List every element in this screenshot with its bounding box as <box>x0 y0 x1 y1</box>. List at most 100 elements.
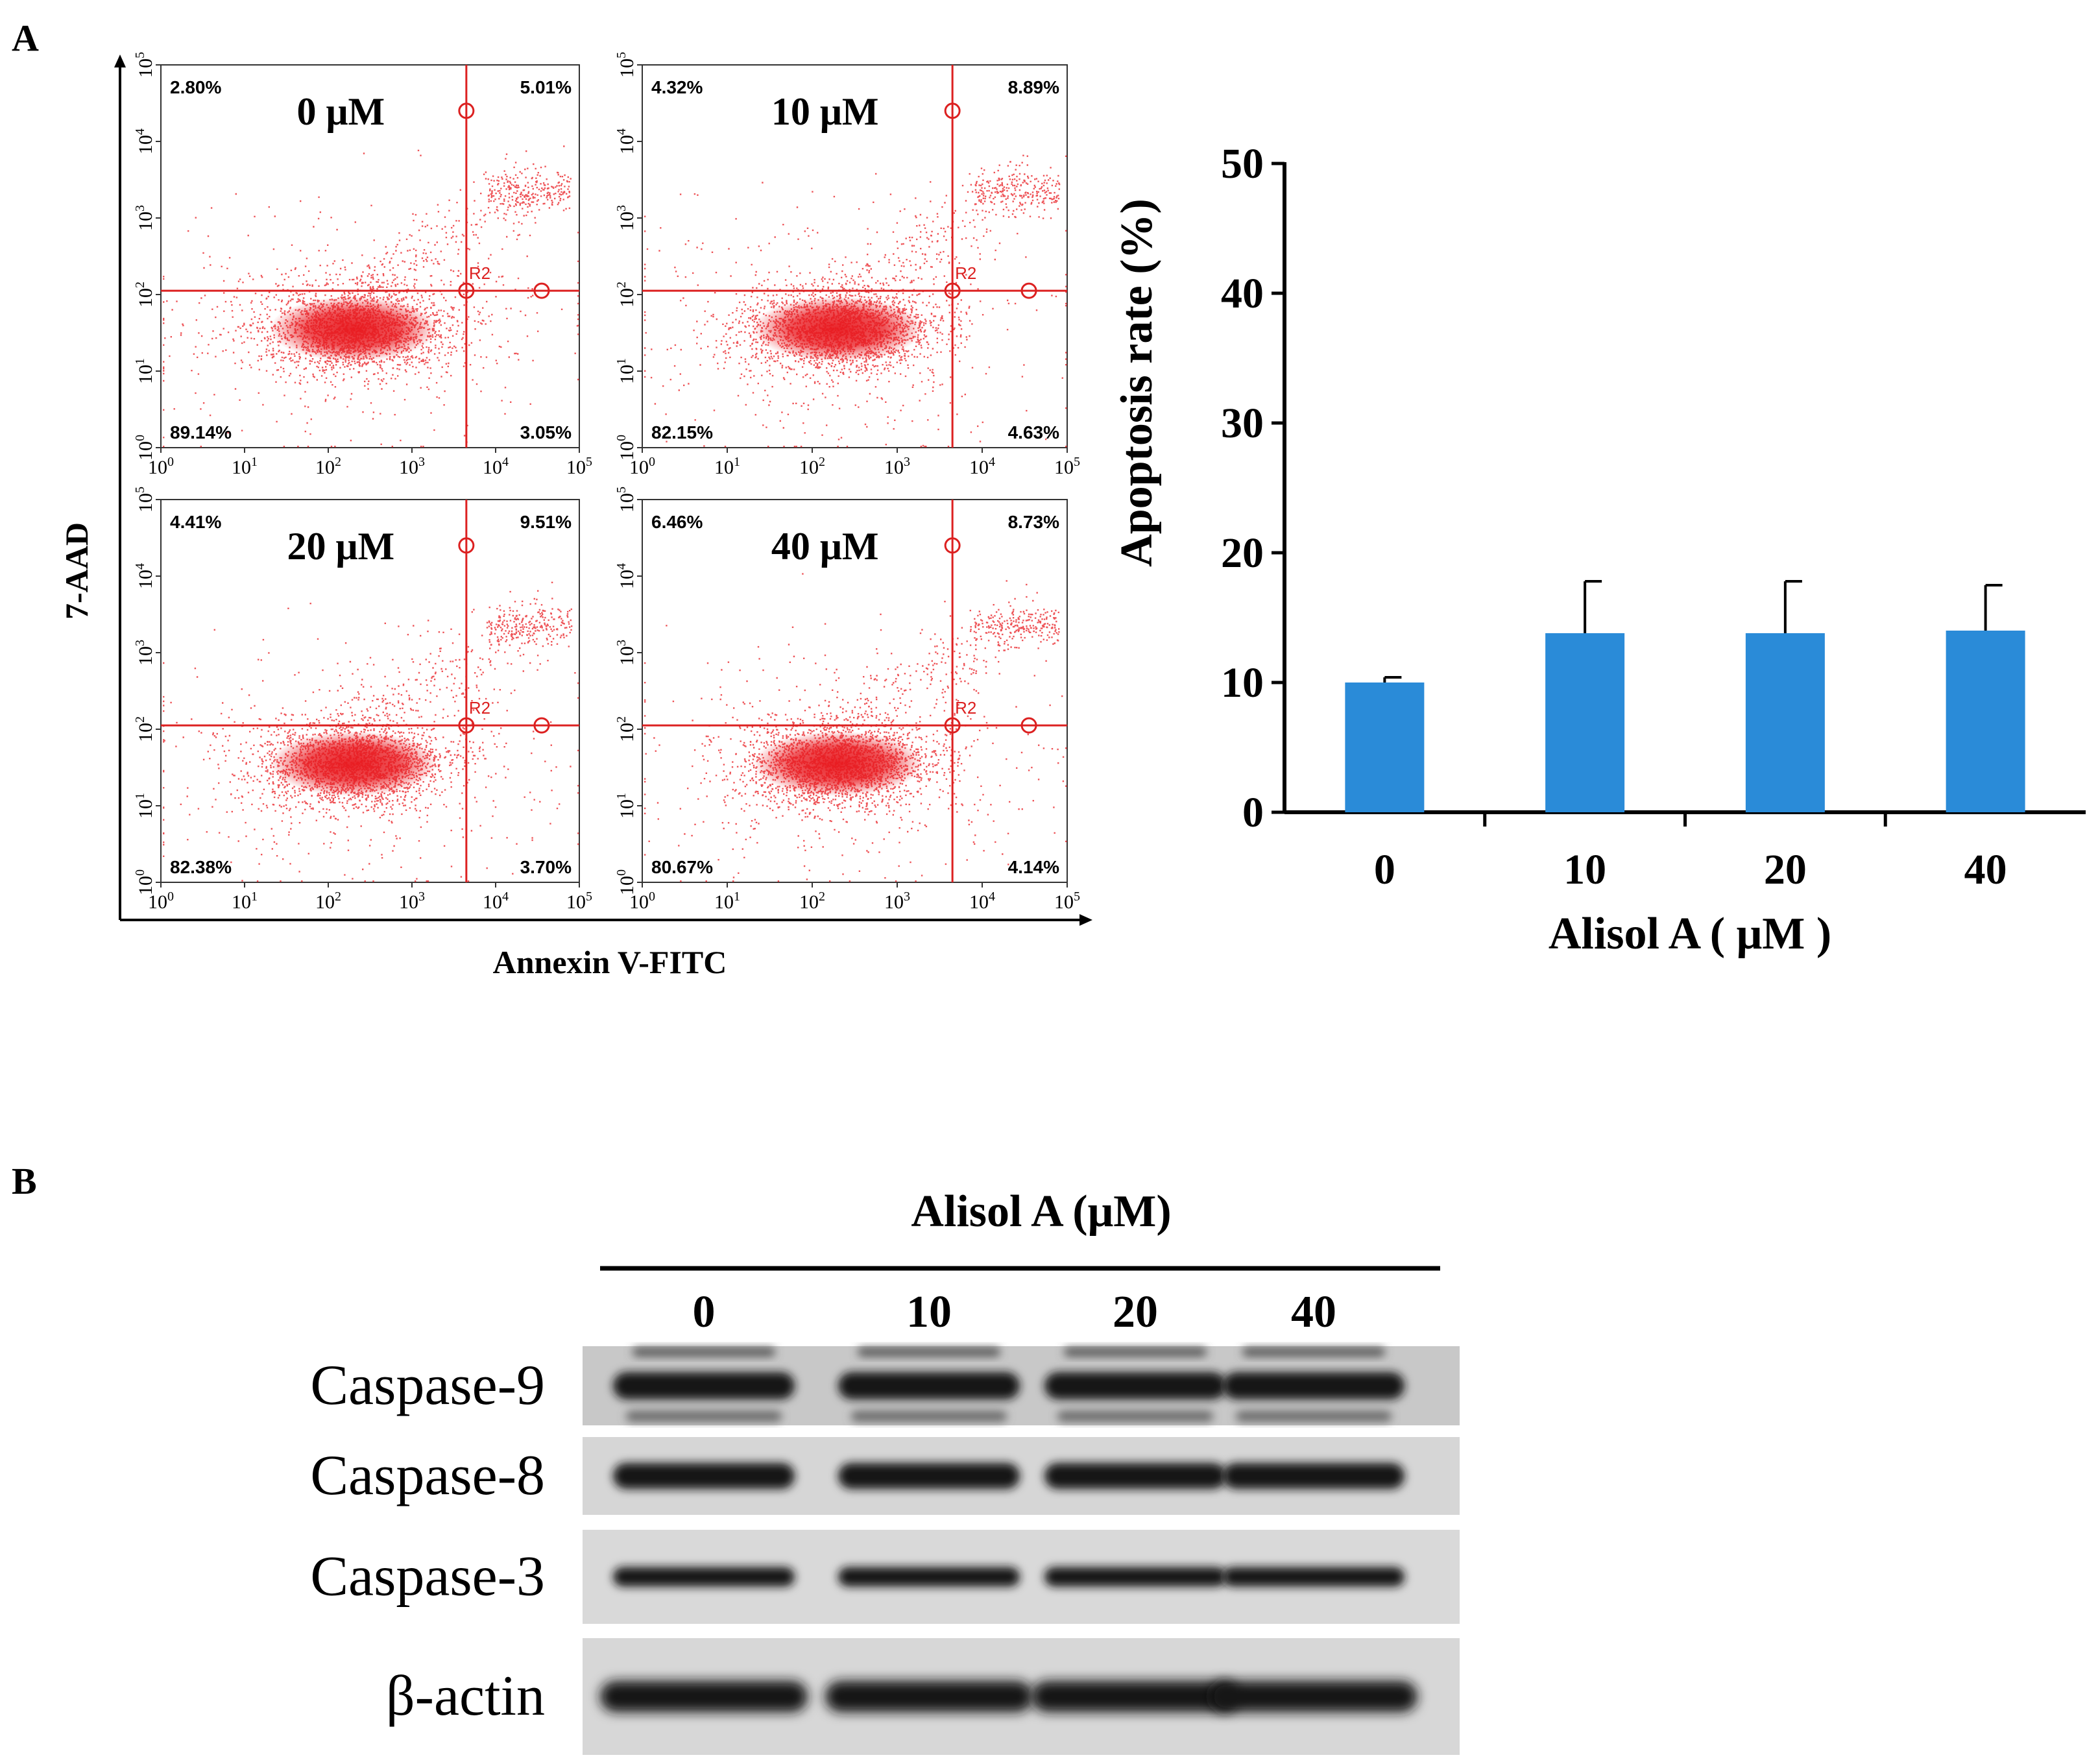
x-tick-label: 101 <box>714 455 740 478</box>
y-tick-label: 104 <box>133 563 156 589</box>
quadrant-ul: 4.32% <box>651 77 703 97</box>
blot-band <box>613 1372 795 1399</box>
blot-row-label: β-actin <box>386 1665 545 1728</box>
x-tick-label: 105 <box>566 889 592 913</box>
blot-row-3: β-actin <box>386 1638 1460 1755</box>
quadrant-ll: 80.67% <box>651 857 713 877</box>
y-tick-label: 101 <box>133 793 156 819</box>
bar-0 <box>1345 683 1425 812</box>
quadrant-ll: 82.15% <box>651 422 713 442</box>
flow-plot-frame <box>160 64 580 448</box>
x-tick-label: 102 <box>315 455 341 478</box>
quadrant-ul: 6.46% <box>651 512 703 532</box>
blot-band <box>1044 1372 1226 1399</box>
y-tick-label: 103 <box>614 205 638 231</box>
blot-band <box>838 1567 1020 1587</box>
x-tick-label: 104 <box>969 889 995 913</box>
y-tick-label: 100 <box>133 435 156 461</box>
gate-label: R2 <box>955 263 976 283</box>
blot-row-1: Caspase-8 <box>310 1437 1460 1515</box>
x-tick-label: 20 <box>1764 846 1807 893</box>
blot-band <box>1223 1372 1405 1399</box>
gate-handle <box>1020 717 1037 734</box>
gate-label: R2 <box>469 698 490 718</box>
quadrant-ur: 5.01% <box>520 77 572 97</box>
y-tick-label: 100 <box>614 869 638 895</box>
gate-handle <box>458 282 475 299</box>
gate-handle <box>533 282 550 299</box>
lane-label-20: 20 <box>1113 1287 1158 1337</box>
y-tick-label: 20 <box>1221 529 1264 577</box>
x-tick-label: 101 <box>714 889 740 913</box>
flow-plot-title: 40 μM <box>771 525 879 568</box>
blot-band <box>600 1681 808 1712</box>
x-tick-label: 104 <box>969 455 995 478</box>
x-tick-label: 100 <box>629 455 655 478</box>
y-tick-label: 100 <box>614 435 638 461</box>
flow-plot-frame <box>642 64 1068 448</box>
quadrant-ll: 82.38% <box>170 857 232 877</box>
blot-faint-band <box>851 1411 1007 1421</box>
y-tick-label: 101 <box>614 793 638 819</box>
x-tick-label: 102 <box>799 889 825 913</box>
quadrant-ul: 4.41% <box>170 512 221 532</box>
quadrant-lr: 4.63% <box>1008 422 1059 442</box>
western-title: Alisol A (μM) <box>911 1187 1171 1237</box>
blot-band <box>1223 1463 1405 1489</box>
y-tick-label: 10 <box>1221 659 1264 707</box>
y-tick-label: 101 <box>614 358 638 384</box>
bar-x-label: Alisol A ( μM ) <box>1549 909 1831 959</box>
y-tick-label: 102 <box>614 716 638 742</box>
blot-row-label: Caspase-9 <box>310 1354 545 1417</box>
blot-row-0: Caspase-9 <box>310 1346 1460 1425</box>
panel-a-label: A <box>12 17 39 59</box>
x-tick-label: 100 <box>148 455 174 478</box>
blot-band <box>1210 1681 1417 1712</box>
x-tick-label: 101 <box>232 889 258 913</box>
y-tick-label: 100 <box>133 869 156 895</box>
y-tick-label: 0 <box>1242 789 1264 836</box>
blot-band <box>838 1372 1020 1399</box>
flow-plots: R22.80% 5.01%89.14% 3.05%0 μM1001001011011… <box>133 52 1080 913</box>
apoptosis-bar-chart: 0 10 20 30 40 50 0 10 20 40 Alisol A ( μM ) Apoptos… <box>1112 140 2086 959</box>
flow-plot-title: 10 μM <box>771 90 879 133</box>
quadrant-ul: 2.80% <box>170 77 221 97</box>
y-tick-label: 101 <box>133 358 156 384</box>
flow-plot-title: 0 μM <box>297 90 385 133</box>
gate-handle <box>944 103 961 119</box>
x-tick-label: 105 <box>566 455 592 478</box>
lane-label-0: 0 <box>693 1287 716 1337</box>
flow-outer-axes <box>114 54 1092 926</box>
blot-band <box>1044 1567 1226 1587</box>
flow-dots <box>644 573 1067 882</box>
flow-y-label: 7-AAD <box>58 522 95 620</box>
blot-band <box>1044 1463 1226 1489</box>
blot-row-label: Caspase-8 <box>310 1444 545 1507</box>
blot-faint-band <box>1236 1411 1392 1421</box>
gate-handle <box>458 537 475 554</box>
y-tick-label: 103 <box>133 205 156 231</box>
gate-handle <box>458 103 475 119</box>
panel-b-label: B <box>12 1160 37 1202</box>
x-tick-label: 104 <box>483 455 509 478</box>
blot-faint-band <box>626 1411 782 1421</box>
blot-faint-band <box>633 1347 775 1357</box>
bar-20 <box>1745 633 1825 812</box>
x-tick-label: 102 <box>799 455 825 478</box>
y-tick-label: 104 <box>614 563 638 589</box>
y-tick-label: 104 <box>614 128 638 154</box>
flow-dots <box>644 154 1067 448</box>
x-tick-label: 100 <box>629 889 655 913</box>
blot-band <box>613 1463 795 1489</box>
x-tick-label: 101 <box>232 455 258 478</box>
y-tick-label: 105 <box>614 52 638 78</box>
blot-band <box>1223 1567 1405 1587</box>
gate-label: R2 <box>469 263 490 283</box>
blot-faint-band <box>858 1347 1000 1357</box>
quadrant-ur: 9.51% <box>520 512 572 532</box>
blot-faint-band <box>1242 1347 1385 1357</box>
flow-events <box>163 145 579 448</box>
flow-events <box>163 581 579 882</box>
